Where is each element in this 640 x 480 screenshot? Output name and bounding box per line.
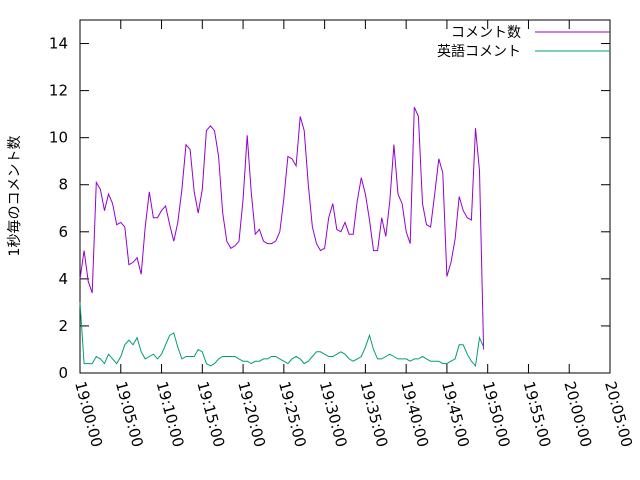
series-line-english-comments (79, 302, 485, 368)
series-line-comment-count (79, 106, 485, 350)
y-tick-label: 10 (49, 129, 68, 147)
y-axis-label: 1秒毎のコメント数 (7, 136, 23, 257)
legend-label: 英語コメント (437, 43, 521, 60)
series-layer (79, 106, 485, 368)
y-tick-label: 8 (58, 176, 68, 194)
y-tick-label: 4 (58, 270, 68, 288)
y-tick-label: 14 (49, 35, 68, 53)
y-tick-label: 2 (58, 317, 68, 335)
plot-border (79, 19, 611, 374)
y-tick-label: 12 (49, 82, 68, 100)
y-tick-label: 0 (58, 364, 68, 382)
y-tick-label: 6 (58, 223, 68, 241)
legend-label: コメント数 (451, 25, 521, 41)
